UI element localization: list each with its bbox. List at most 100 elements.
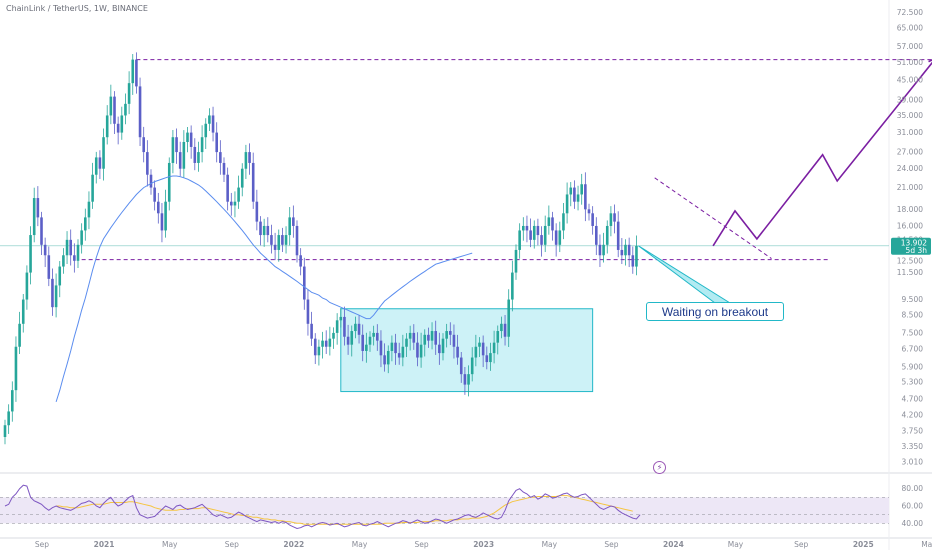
candle-body (255, 201, 259, 222)
candle-body (102, 137, 105, 169)
descending-trendline (654, 177, 772, 259)
candle-body (613, 213, 616, 222)
candle-body (270, 235, 273, 245)
candle-body (452, 334, 456, 347)
moving-average-line (55, 175, 473, 403)
time-tick-label: 2025 (853, 540, 874, 549)
candle-body (248, 152, 251, 163)
candle-body (467, 374, 470, 385)
candle-body (346, 336, 350, 345)
rsi-line (4, 484, 641, 530)
annotation-callout: Waiting on breakout (646, 302, 784, 321)
candle-body (237, 187, 240, 202)
candle-body (21, 299, 25, 324)
price-tag-value: 13.902 (901, 238, 927, 247)
candle-body (277, 235, 281, 250)
candle-body (124, 103, 127, 116)
price-tick-label: 3.010 (902, 457, 924, 466)
candle-body (54, 285, 58, 308)
candle-body (251, 162, 255, 202)
price-tick-label: 3.750 (902, 426, 924, 435)
price-tick-label: 72.500 (897, 8, 923, 17)
candle-body (29, 235, 32, 273)
candle-body (98, 157, 102, 169)
candle-body (80, 230, 83, 245)
candle-body (215, 132, 218, 153)
candle-body (598, 244, 602, 256)
candle-body (540, 235, 543, 245)
candle-body (157, 201, 160, 214)
projection-path (712, 59, 932, 247)
time-tick-label: May (728, 540, 744, 549)
time-tick-label: 2024 (663, 540, 684, 549)
candle-body (434, 331, 437, 345)
candle-body (547, 217, 551, 226)
candle-body (233, 201, 237, 206)
candle-body (244, 152, 248, 169)
candle-body (525, 225, 529, 231)
candle-body (288, 217, 291, 236)
candle-body (142, 137, 145, 153)
candle-body (211, 115, 215, 133)
candle-body (394, 342, 397, 354)
candle-body (69, 239, 72, 256)
price-tick-label: 27.000 (897, 148, 923, 157)
time-axis: Sep 2021 May Sep 2022 May Sep 2023 May Sep 2024 May… (35, 540, 932, 549)
rsi-band (0, 497, 889, 524)
candle-body (605, 225, 609, 245)
candle-body (51, 278, 54, 308)
candle-body (376, 332, 379, 341)
candle-body (153, 187, 156, 202)
lightning-icon[interactable]: ⚡ (653, 461, 666, 474)
candle-body (485, 355, 489, 363)
candle-body (529, 230, 532, 240)
candle-body (489, 353, 492, 363)
rsi-tick-label: 80.00 (902, 484, 924, 493)
candle-body (423, 334, 427, 345)
price-tick-label: 4.700 (902, 394, 924, 403)
price-tag-countdown: 5d 3h (906, 246, 928, 255)
candle-body (609, 213, 613, 226)
candle-body (332, 332, 335, 339)
candle-body (43, 244, 47, 256)
candle-body (536, 225, 540, 236)
candle-body (11, 390, 14, 412)
candle-body (259, 221, 262, 236)
candle-body (624, 244, 627, 256)
candle-body (441, 338, 445, 354)
price-tick-label: 7.500 (902, 328, 924, 337)
candle-body (500, 323, 503, 332)
price-tick-label: 57.000 (897, 42, 923, 51)
rsi-tick-label: 60.00 (902, 502, 924, 511)
candle-body (76, 244, 80, 261)
candle-body (419, 344, 423, 358)
candle-body (339, 316, 343, 321)
candle-body (219, 152, 222, 163)
candle-body (386, 350, 390, 365)
candle-body (262, 225, 266, 236)
candle-body (416, 342, 419, 358)
candle-body (186, 132, 189, 143)
candle-body (551, 217, 554, 231)
candle-body (171, 137, 175, 163)
candle-body (558, 230, 562, 245)
candle-body (299, 255, 302, 267)
candle-body (522, 225, 525, 231)
candle-body (518, 230, 521, 250)
candle-body (135, 59, 138, 87)
candle-body (113, 96, 116, 124)
candle-body (321, 340, 324, 347)
candle-body (438, 344, 441, 354)
candle-body (189, 132, 193, 147)
time-tick-label: 2022 (283, 540, 304, 549)
candle-body (397, 353, 401, 358)
candle-body (635, 245, 638, 267)
candle-body (324, 340, 328, 347)
candle-body (390, 342, 394, 351)
candle-body (602, 244, 605, 256)
candle-body (160, 213, 164, 231)
candle-body (3, 425, 7, 437)
candle-body (514, 249, 518, 273)
time-tick-label: Sep (604, 540, 618, 549)
